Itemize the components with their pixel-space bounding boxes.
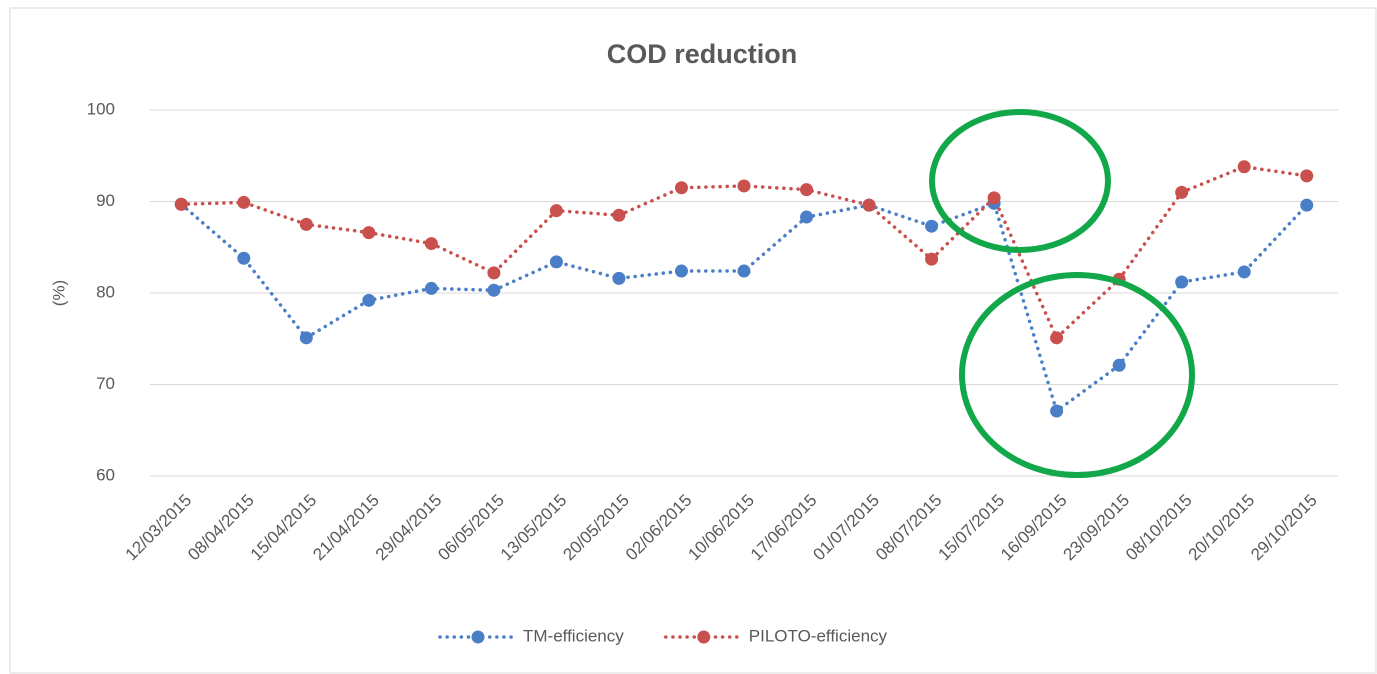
data-point	[1300, 198, 1314, 212]
data-point	[487, 283, 501, 297]
y-tick-label: 100	[87, 99, 115, 118]
data-point	[925, 219, 939, 233]
legend-label: PILOTO-efficiency	[749, 626, 888, 645]
legend-label: TM-efficiency	[523, 626, 624, 645]
annotation-circle	[959, 272, 1195, 478]
data-point	[925, 252, 939, 266]
data-point	[237, 195, 251, 209]
data-point	[424, 281, 438, 295]
data-point	[487, 266, 501, 280]
data-point	[612, 208, 626, 222]
data-point	[424, 237, 438, 251]
data-point	[299, 331, 313, 345]
data-point	[674, 181, 688, 195]
data-point	[1050, 404, 1064, 418]
data-point	[1175, 275, 1189, 289]
data-point	[174, 197, 188, 211]
data-point	[737, 179, 751, 193]
data-point	[549, 255, 563, 269]
data-point	[987, 191, 1001, 205]
data-point	[1175, 185, 1189, 199]
chart-title: COD reduction	[607, 39, 798, 69]
data-point	[299, 217, 313, 231]
data-point	[674, 264, 688, 278]
y-tick-label: 80	[96, 282, 115, 301]
y-tick-label: 60	[96, 465, 115, 484]
legend-marker	[471, 630, 485, 644]
data-point	[1237, 160, 1251, 174]
data-point	[1237, 265, 1251, 279]
data-point	[612, 271, 626, 285]
y-axis-label: (%)	[49, 280, 68, 306]
data-point	[1112, 358, 1126, 372]
data-point	[1050, 331, 1064, 345]
data-point	[800, 210, 814, 224]
data-point	[549, 204, 563, 218]
annotation-circle	[929, 109, 1111, 253]
y-tick-label: 90	[96, 191, 115, 210]
data-point	[237, 251, 251, 265]
y-tick-label: 70	[96, 374, 115, 393]
legend-marker	[697, 630, 711, 644]
data-point	[362, 226, 376, 240]
data-point	[1300, 169, 1314, 183]
data-point	[362, 293, 376, 307]
data-point	[862, 198, 876, 212]
data-point	[737, 264, 751, 278]
data-point	[800, 183, 814, 197]
chart-frame	[9, 7, 1377, 674]
